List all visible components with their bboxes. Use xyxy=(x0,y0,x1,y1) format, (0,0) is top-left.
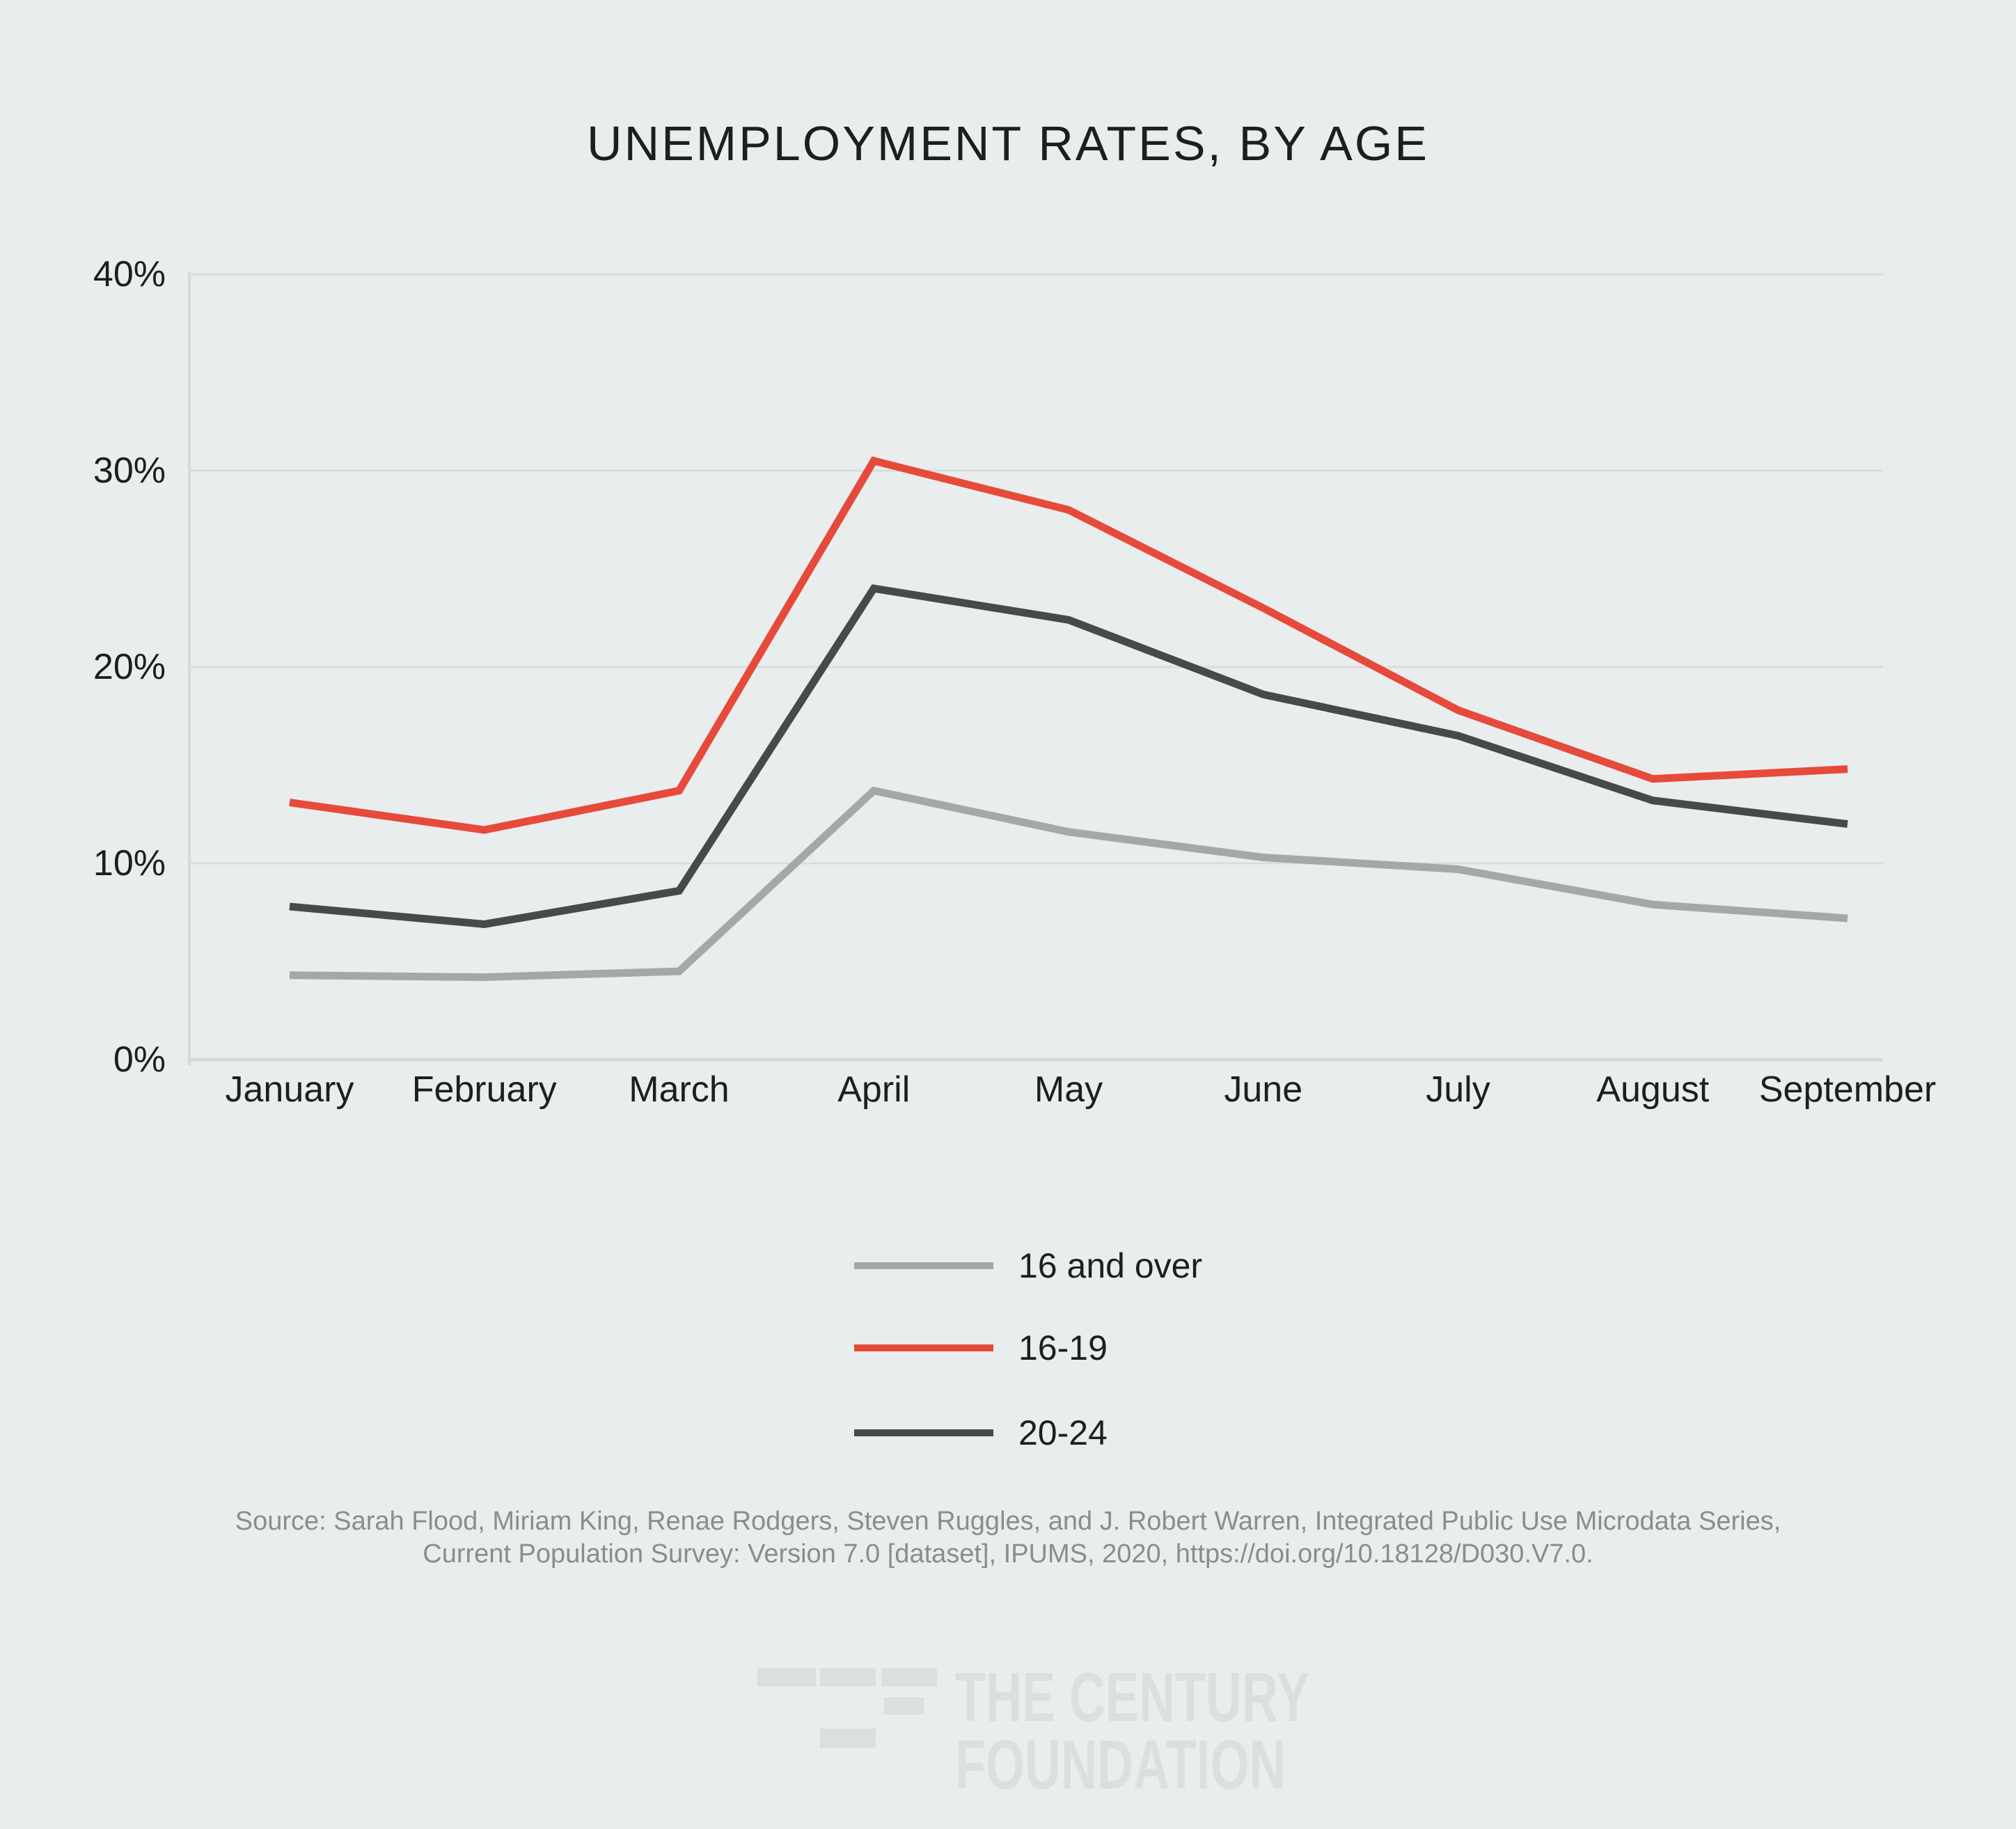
legend-label: 16-19 xyxy=(1018,1328,1108,1367)
source-line-1: Source: Sarah Flood, Miriam King, Renae … xyxy=(235,1507,1781,1536)
x-axis-label-january: January xyxy=(225,1069,354,1110)
logo-wordmark-line2: FOUNDATION xyxy=(955,1726,1286,1804)
series-line-16-19 xyxy=(289,456,1848,834)
legend-item-20-24: 20-24 xyxy=(854,1412,1108,1454)
x-axis-label-july: July xyxy=(1426,1069,1490,1110)
x-axis-label-march: March xyxy=(629,1069,730,1110)
x-axis-label-april: April xyxy=(837,1069,911,1110)
y-axis-label-0%: 0% xyxy=(113,1039,166,1080)
source-line-2: Current Population Survey: Version 7.0 [… xyxy=(423,1539,1593,1569)
logo-bars-icon xyxy=(820,1668,876,1686)
legend-swatch-icon xyxy=(854,1262,993,1269)
legend-label: 20-24 xyxy=(1018,1413,1108,1452)
y-axis-label-40%: 40% xyxy=(93,254,166,295)
x-axis-label-june: June xyxy=(1224,1069,1303,1110)
logo-bars-icon xyxy=(757,1668,816,1686)
chart-title: UNEMPLOYMENT RATES, BY AGE xyxy=(587,116,1429,171)
logo-wordmark-line1: THE CENTURY xyxy=(955,1658,1310,1736)
y-axis-label-10%: 10% xyxy=(93,843,166,884)
logo-bars-icon xyxy=(820,1729,876,1748)
source-citation: Source: Sarah Flood, Miriam King, Renae … xyxy=(0,1505,2016,1571)
logo-bars-icon xyxy=(884,1697,924,1715)
logo-bars-icon xyxy=(881,1668,937,1686)
y-axis-label-20%: 20% xyxy=(93,647,166,687)
series-line-16-and-over xyxy=(289,786,1848,982)
legend-swatch-icon xyxy=(854,1344,993,1351)
legend-label: 16 and over xyxy=(1018,1246,1203,1285)
x-axis-label-february: February xyxy=(411,1069,557,1110)
x-axis-label-august: August xyxy=(1596,1069,1710,1110)
legend-item-16-19: 16-19 xyxy=(854,1327,1108,1369)
legend-item-16-and-over: 16 and over xyxy=(854,1245,1202,1287)
series-line-20-24 xyxy=(289,584,1848,928)
x-axis-label-may: May xyxy=(1034,1069,1103,1110)
y-axis-label-30%: 30% xyxy=(93,450,166,491)
x-axis-label-september: September xyxy=(1758,1069,1937,1110)
legend-swatch-icon xyxy=(854,1429,993,1436)
logo-wordmark: THE CENTURY FOUNDATION xyxy=(955,1658,1310,1804)
